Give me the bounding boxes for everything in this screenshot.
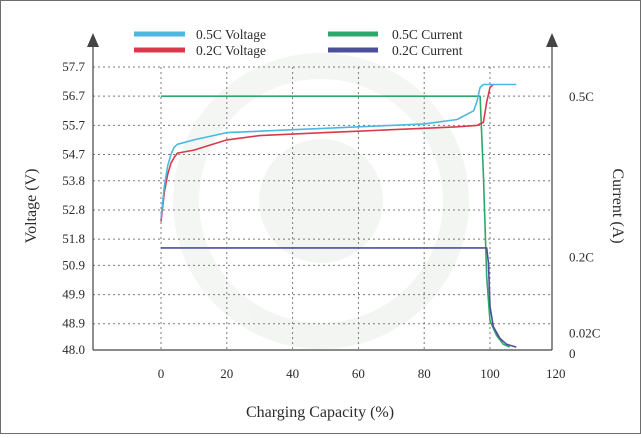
x-tick-label: 80 [418, 366, 431, 381]
y-tick-label: 55.7 [62, 117, 85, 132]
y-tick-label: 53.8 [62, 173, 85, 188]
axes [87, 33, 558, 351]
x-tick-label: 100 [480, 366, 500, 381]
legend-label-0-2c-current: 0.2C Current [392, 43, 463, 58]
y2-axis-title: Current (A) [609, 168, 626, 243]
series-line-0-2c-voltage [160, 83, 494, 222]
x-tick-label: 60 [352, 366, 365, 381]
y-tick-label: 49.9 [62, 287, 85, 302]
y-axis-arrow [87, 33, 99, 47]
y2-tick-label: 0.2C [569, 250, 594, 265]
x-axis-title: Charging Capacity (%) [246, 404, 394, 421]
y2-tick-label: 0.5C [569, 89, 594, 104]
y-tick-label: 48.9 [62, 316, 85, 331]
y2-tick-label: 0 [569, 346, 576, 361]
watermark-logo [173, 53, 469, 349]
x-tick-label: 40 [286, 366, 299, 381]
series-line-0-2c-current [161, 247, 517, 348]
y-axis-title: Voltage (V) [23, 169, 40, 244]
y2-tick-label: 0.02C [569, 325, 600, 340]
series-line-0-5c-current [161, 95, 511, 348]
legend-label-0-2c-voltage: 0.2C Voltage [196, 43, 266, 58]
x-tick-label: 20 [220, 366, 233, 381]
y-tick-label: 52.8 [62, 202, 85, 217]
tick-labels: 57.7 56.7 55.7 54.7 53.8 52.8 51.8 50.9 49.9 48.9… [62, 59, 600, 381]
series-line-0-5c-voltage [160, 83, 517, 219]
data-series [160, 83, 517, 348]
legend-label-0-5c-current: 0.5C Current [392, 27, 463, 42]
x-tick-label: 0 [158, 366, 165, 381]
y2-axis-arrow [546, 33, 558, 47]
legend-label-0-5c-voltage: 0.5C Voltage [196, 27, 266, 42]
y-tick-label: 54.7 [62, 147, 85, 162]
y-tick-label: 48.0 [62, 342, 85, 357]
legend: 0.5C Voltage 0.2C Voltage 0.5C Current 0… [134, 27, 463, 58]
x-tick-label: 120 [546, 366, 566, 381]
y-tick-label: 51.8 [62, 231, 85, 246]
y-tick-label: 50.9 [62, 257, 85, 272]
y-tick-label: 56.7 [62, 88, 85, 103]
y-tick-label: 57.7 [62, 59, 85, 74]
